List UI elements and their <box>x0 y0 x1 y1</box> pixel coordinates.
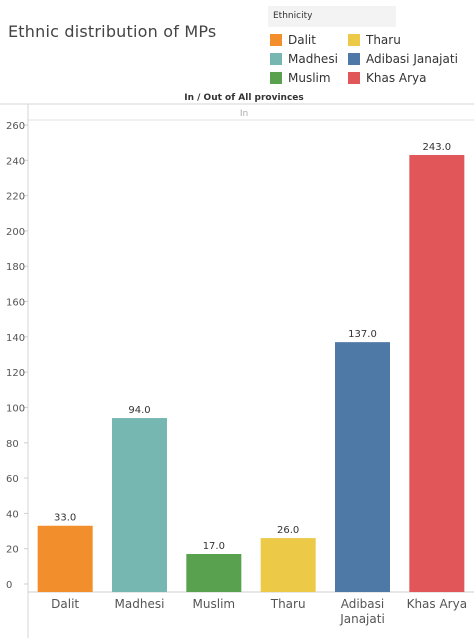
legend-title: Ethnicity <box>268 6 396 27</box>
legend-swatch <box>270 33 282 46</box>
legend-item-dalit[interactable]: Dalit <box>270 31 348 48</box>
y-tick-label: 20 <box>6 545 19 556</box>
legend-swatch <box>270 52 282 65</box>
x-tick-label-tharu: Tharu <box>270 597 306 611</box>
legend-label: Khas Arya <box>366 70 427 85</box>
value-label-muslim: 17.0 <box>203 541 225 552</box>
x-tick-label-adibasi-janajati: Adibasi <box>341 597 385 611</box>
legend-item-muslim[interactable]: Muslim <box>270 69 348 86</box>
legend-label: Tharu <box>366 32 401 47</box>
bar-dalit[interactable] <box>37 525 93 592</box>
x-tick-label-madhesi: Madhesi <box>115 597 165 611</box>
legend-label: Adibasi Janajati <box>366 51 458 66</box>
legend-swatch <box>270 71 282 84</box>
legend-label: Muslim <box>288 70 331 85</box>
bar-khas-arya[interactable] <box>409 155 465 592</box>
y-tick-label: 200 <box>6 227 25 238</box>
y-tick-label: 140 <box>6 333 25 344</box>
value-label-tharu: 26.0 <box>277 525 299 536</box>
y-tick-label: 220 <box>6 192 25 203</box>
value-label-khas-arya: 243.0 <box>423 142 452 153</box>
x-tick-label-muslim: Muslim <box>193 597 236 611</box>
bars <box>37 155 465 592</box>
legend-label: Madhesi <box>288 51 338 66</box>
value-label-madhesi: 94.0 <box>128 405 150 416</box>
x-tick-label-dalit: Dalit <box>51 597 79 611</box>
y-tick-label: 160 <box>6 298 25 309</box>
x-tick-label-khas-arya: Khas Arya <box>407 597 468 611</box>
y-tick-label: 0 <box>6 580 12 591</box>
legend-item-khas-arya[interactable]: Khas Arya <box>348 69 458 86</box>
legend-swatch <box>348 33 360 46</box>
y-tick-label: 260 <box>6 121 25 132</box>
legend-item-madhesi[interactable]: Madhesi <box>270 50 348 67</box>
legend-item-adibasi-janajati[interactable]: Adibasi Janajati <box>348 50 458 67</box>
y-tick-label: 240 <box>6 156 25 167</box>
legend-label: Dalit <box>288 32 316 47</box>
legend-item-tharu[interactable]: Tharu <box>348 31 458 48</box>
facet-label: In <box>240 109 248 119</box>
y-tick-label: 40 <box>6 509 19 520</box>
bar-madhesi[interactable] <box>111 418 168 592</box>
bar-tharu[interactable] <box>260 538 316 592</box>
y-tick-label: 80 <box>6 439 19 450</box>
legend-items: Dalit Tharu Madhesi Adibasi Janajati Mus… <box>268 31 458 86</box>
legend-swatch <box>348 52 360 65</box>
y-tick-label: 100 <box>6 403 25 414</box>
legend-swatch <box>348 71 360 84</box>
y-tick-label: 60 <box>6 474 19 485</box>
chart-title: Ethnic distribution of MPs <box>8 22 217 41</box>
value-label-adibasi-janajati: 137.0 <box>348 329 377 340</box>
y-tick-label: 180 <box>6 262 25 273</box>
legend[interactable]: Ethnicity Dalit Tharu Madhesi Adibasi Ja… <box>268 6 458 86</box>
y-axis-ticks: 0 20 40 60 80 100 120 140 160 180 200 220 240 260 <box>6 121 28 591</box>
value-label-dalit: 33.0 <box>54 513 76 524</box>
bar-adibasi-janajati[interactable] <box>334 342 391 592</box>
x-tick-label-adibasi-janajati: Janajati <box>339 612 385 626</box>
value-labels: 33.0 94.0 17.0 26.0 137.0 243.0 <box>54 142 451 552</box>
bar-muslim[interactable] <box>186 553 242 592</box>
facet-header: In / Out of All provinces <box>184 93 304 103</box>
y-tick-label: 120 <box>6 368 25 379</box>
